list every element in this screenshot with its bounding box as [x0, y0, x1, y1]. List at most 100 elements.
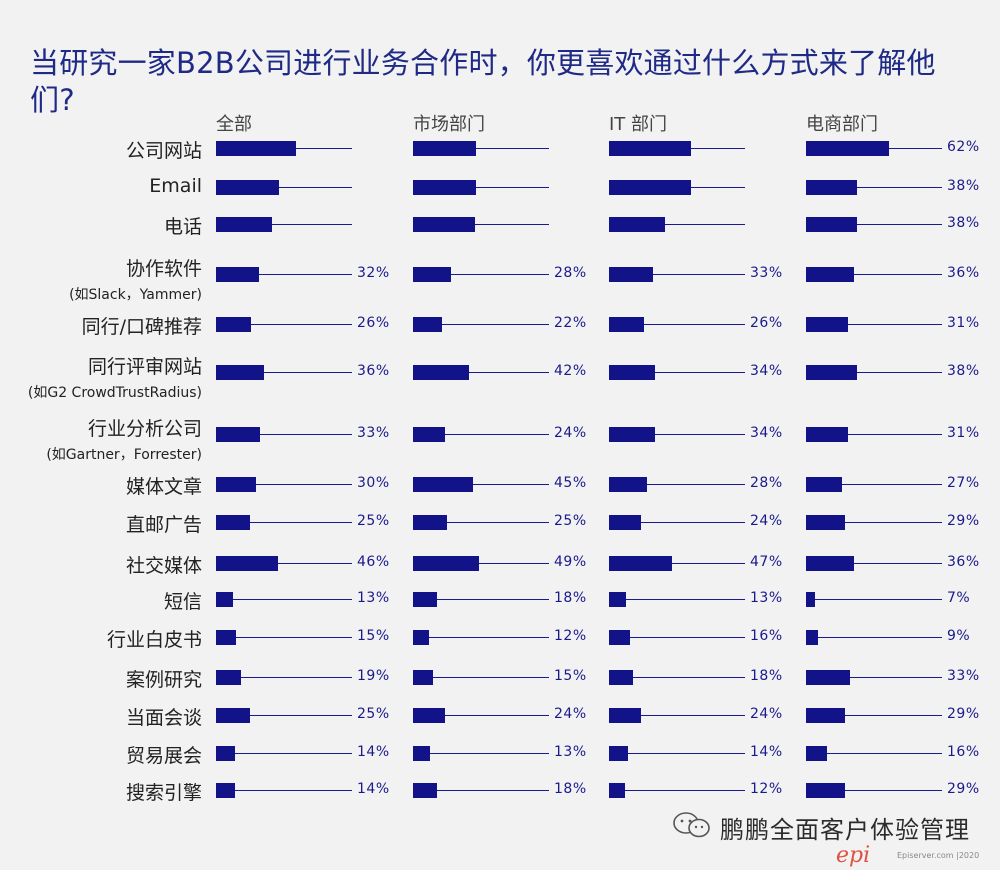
data-label: 24%: [750, 513, 783, 529]
category-example: (如Slack，Yammer): [69, 287, 202, 303]
bar-track: [806, 274, 942, 275]
data-label: 13%: [357, 590, 390, 606]
data-label: 16%: [750, 628, 783, 644]
data-label: 9%: [947, 628, 971, 644]
bar: [806, 556, 855, 571]
bar: [609, 217, 666, 232]
bar: [609, 477, 647, 492]
bar: [413, 141, 476, 156]
bar-track: [609, 790, 745, 791]
bar-track: [413, 372, 549, 373]
bar-track: [216, 187, 352, 188]
bar-track: [806, 790, 942, 791]
bar: [806, 180, 857, 195]
bar-track: [413, 677, 549, 678]
category-name: 搜索引擎: [125, 782, 202, 804]
data-label: 16%: [947, 744, 980, 760]
bar: [216, 317, 251, 332]
bar: [806, 365, 857, 380]
bar: [413, 556, 479, 571]
bar: [413, 708, 446, 723]
data-label: 22%: [554, 315, 587, 331]
bar: [609, 592, 627, 607]
episerver-logo: epi: [836, 843, 871, 868]
data-label: 49%: [554, 554, 587, 570]
category-label: 短信: [164, 587, 202, 614]
bar: [806, 141, 890, 156]
category-label: 搜索引擎: [126, 778, 202, 805]
data-label: 25%: [554, 513, 587, 529]
bar-track: [413, 522, 549, 523]
bar-track: [413, 790, 549, 791]
data-label: 38%: [947, 215, 980, 231]
data-label: 33%: [357, 425, 390, 441]
data-label: 25%: [357, 706, 390, 722]
data-label: 24%: [554, 425, 587, 441]
bar-track: [609, 372, 745, 373]
bar: [216, 746, 235, 761]
bar-track: [413, 484, 549, 485]
bar-track: [609, 522, 745, 523]
bar-track: [216, 677, 352, 678]
bar-track: [413, 224, 549, 225]
bar-track: [806, 372, 942, 373]
data-label: 47%: [750, 554, 783, 570]
bar-track: [806, 324, 942, 325]
bar: [609, 427, 655, 442]
data-label: 14%: [357, 744, 390, 760]
bar-track: [413, 753, 549, 754]
data-label: 14%: [357, 781, 390, 797]
bar-track: [216, 790, 352, 791]
data-label: 24%: [750, 706, 783, 722]
bar: [413, 670, 434, 685]
data-label: 26%: [357, 315, 390, 331]
data-label: 62%: [947, 139, 980, 155]
data-label: 29%: [947, 706, 980, 722]
bar: [609, 708, 642, 723]
category-label: 电话: [164, 212, 202, 239]
bar: [413, 746, 431, 761]
data-label: 28%: [554, 265, 587, 281]
bar-track: [806, 677, 942, 678]
category-name: 同行/口碑推荐: [81, 316, 202, 338]
data-label: 38%: [947, 178, 980, 194]
bar-track: [216, 599, 352, 600]
bar: [609, 267, 654, 282]
bar-track: [609, 563, 745, 564]
bar-track: [413, 324, 549, 325]
bar: [609, 317, 644, 332]
bar-track: [609, 715, 745, 716]
bar-track: [806, 187, 942, 188]
bar: [216, 180, 279, 195]
data-label: 34%: [750, 363, 783, 379]
category-label: Email: [149, 175, 202, 197]
bar: [806, 592, 816, 607]
bar: [413, 267, 451, 282]
category-name: 媒体文章: [125, 476, 202, 498]
data-label: 29%: [947, 513, 980, 529]
category-example: (如G2 CrowdTrustRadius): [27, 385, 202, 401]
data-label: 27%: [947, 475, 980, 491]
category-label: 直邮广告: [126, 510, 202, 537]
bar-track: [413, 637, 549, 638]
bar-track: [806, 484, 942, 485]
data-label: 36%: [357, 363, 390, 379]
data-label: 25%: [357, 513, 390, 529]
category-label: 案例研究: [126, 665, 202, 692]
category-label: 媒体文章: [126, 472, 202, 499]
panel-header: 市场部门: [413, 114, 485, 135]
bar: [806, 427, 848, 442]
bar: [806, 746, 828, 761]
data-label: 34%: [750, 425, 783, 441]
bar-track: [806, 637, 942, 638]
data-label: 45%: [554, 475, 587, 491]
bar: [216, 267, 259, 282]
data-label: 38%: [947, 363, 980, 379]
bar-track: [413, 599, 549, 600]
bar: [413, 317, 443, 332]
bar-track: [609, 753, 745, 754]
bar: [413, 180, 476, 195]
category-label: 当面会谈: [126, 703, 202, 730]
category-label: 行业分析公司 (如Gartner，Forrester): [46, 414, 202, 464]
panel-header: IT 部门: [609, 114, 668, 135]
